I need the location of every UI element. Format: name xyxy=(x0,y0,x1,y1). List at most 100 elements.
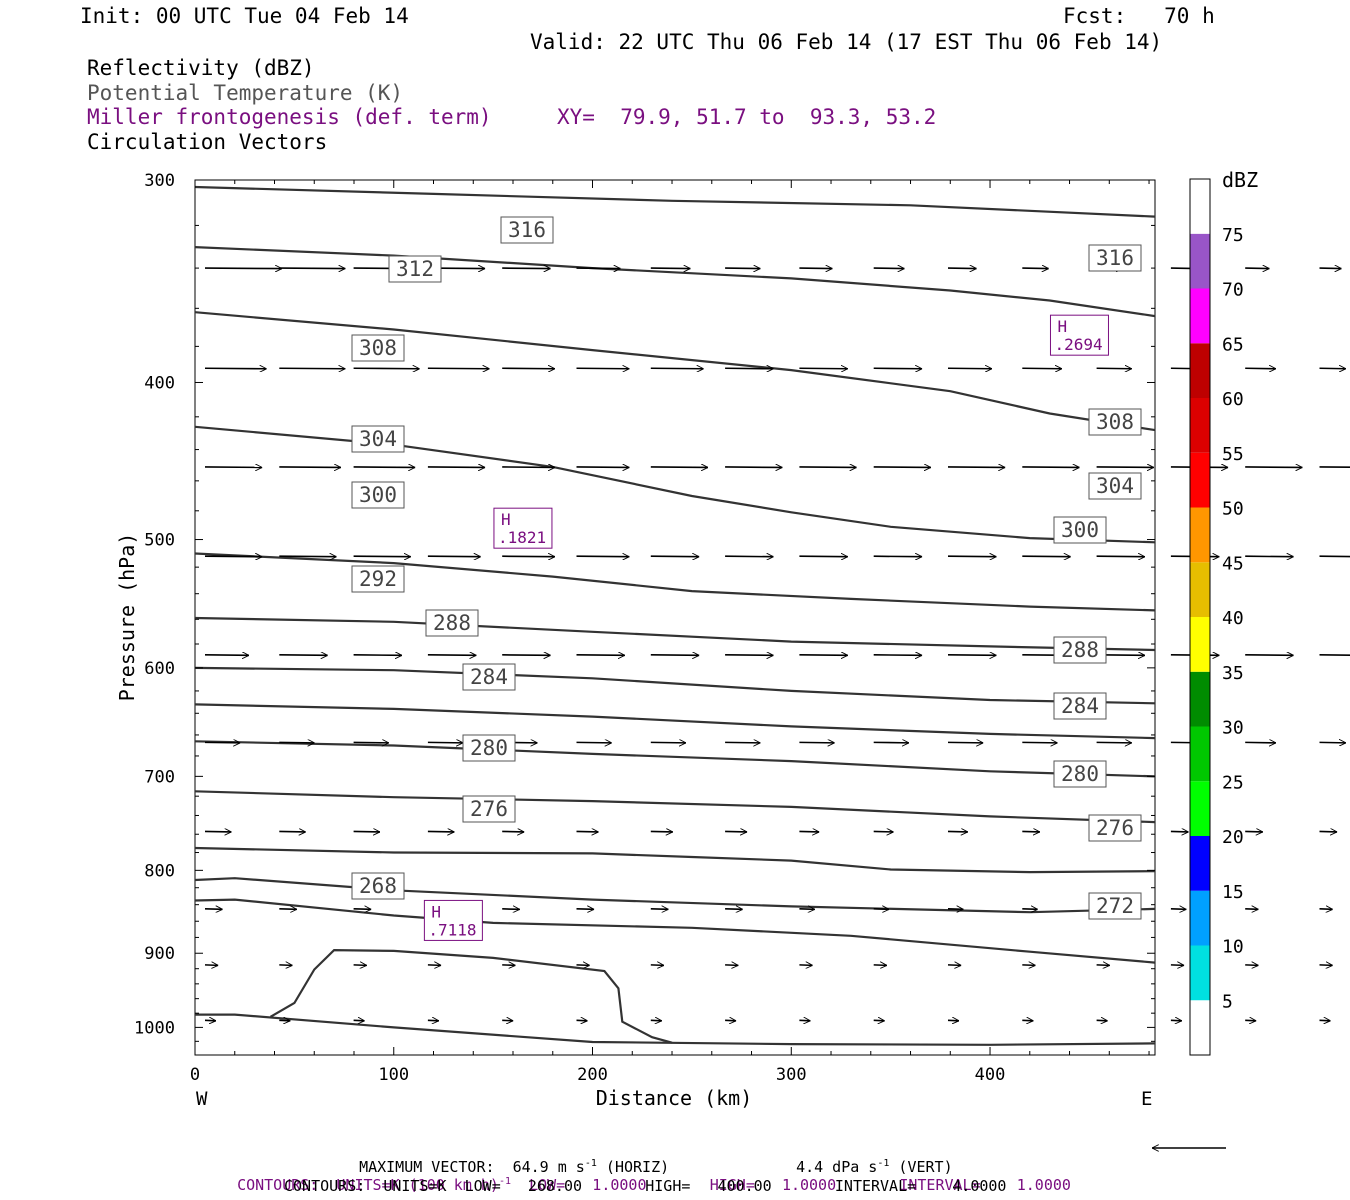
circulation-vector xyxy=(353,368,420,369)
circulation-vector xyxy=(873,268,905,269)
circulation-vector xyxy=(576,831,599,832)
colorbar-label: 30 xyxy=(1222,718,1244,739)
theta-contour-304 xyxy=(194,552,1156,612)
contour-label-box xyxy=(1053,636,1107,664)
circulation-vector xyxy=(947,965,961,966)
circulation-vector xyxy=(576,268,621,269)
circulation-vector xyxy=(873,368,922,369)
circulation-vector xyxy=(576,556,630,557)
colorbar-segment xyxy=(1190,179,1210,234)
contour-label-284: 284 xyxy=(1061,694,1099,718)
theta-contour-280 xyxy=(194,846,1156,874)
x-tick-label: 400 xyxy=(975,1065,1006,1085)
colorbar: 5 10 15 20 25 30 35 40 45 50 55 60 65 70 75 xyxy=(1189,178,1244,1056)
circulation-vector xyxy=(1022,831,1040,832)
colorbar-segment xyxy=(1190,726,1210,782)
y-tick-label: 700 xyxy=(144,767,175,787)
circulation-vector xyxy=(576,368,630,369)
frontogenesis-max-value: .7118 xyxy=(428,920,476,939)
contour-label-308: 308 xyxy=(359,336,397,360)
circulation-vector xyxy=(204,368,267,369)
circulation-vector xyxy=(873,1020,885,1021)
circulation-vector xyxy=(1245,909,1258,910)
circulation-vector xyxy=(1245,556,1293,557)
colorbar-segment xyxy=(1190,288,1210,344)
colorbar-segment xyxy=(1190,781,1210,836)
contour-label-288: 288 xyxy=(1061,638,1099,662)
circulation-vector xyxy=(502,831,524,832)
circulation-vector xyxy=(576,965,590,966)
vert-vector-text: 4.4 dPa s-1 (VERT) xyxy=(796,1158,953,1176)
theta-contour-272 xyxy=(194,898,1156,964)
circulation-vector xyxy=(1319,268,1342,269)
contour-label-312: 312 xyxy=(396,257,434,281)
colorbar-segment xyxy=(1190,836,1210,891)
frontogenesis-max-value: .2694 xyxy=(1054,335,1102,354)
contour-label-box xyxy=(351,425,405,453)
circulation-vector xyxy=(725,831,747,832)
field-reflectivity: Reflectivity (dBZ) xyxy=(87,56,315,80)
circulation-vector xyxy=(725,742,760,743)
colorbar-frame xyxy=(1189,178,1211,1056)
contour-label-box xyxy=(462,663,516,691)
circulation-vector xyxy=(1096,368,1132,369)
x-tick-label: 300 xyxy=(776,1065,807,1085)
colorbar-label: 40 xyxy=(1222,608,1244,629)
circulation-vector xyxy=(1319,368,1346,369)
circulation-vector xyxy=(1170,1020,1182,1021)
plot-frame xyxy=(194,179,1156,1056)
circulation-vector xyxy=(279,1020,290,1021)
circulation-vector xyxy=(204,556,262,557)
colorbar-segment xyxy=(1190,671,1210,727)
circulation-vector xyxy=(279,655,327,656)
colorbar-segment xyxy=(1190,562,1210,617)
circulation-vector xyxy=(873,831,894,832)
circulation-vector xyxy=(873,965,887,966)
circulation-vector xyxy=(799,368,847,369)
circulation-vector xyxy=(650,909,669,910)
circulation-vector xyxy=(1022,1020,1033,1021)
circulation-vector xyxy=(799,909,814,910)
theta-contour-296 xyxy=(194,666,1156,705)
circulation-vector xyxy=(1170,831,1189,832)
circulation-vector xyxy=(799,831,819,832)
circulation-vector xyxy=(650,965,664,966)
colorbar-label: 5 xyxy=(1222,991,1233,1012)
frontogenesis-max-value: .1821 xyxy=(498,528,546,547)
circulation-vector xyxy=(1245,268,1269,269)
circulation-vector xyxy=(1245,1020,1256,1021)
contour-label-box xyxy=(1053,760,1107,788)
circulation-vector xyxy=(650,467,708,468)
y-tick-label: 1000 xyxy=(134,1018,175,1038)
circulation-vector xyxy=(947,655,996,656)
contour-label-276: 276 xyxy=(1096,816,1134,840)
frontogenesis-max-label: H xyxy=(501,510,511,529)
frontogenesis-max-box xyxy=(1049,314,1109,356)
circulation-vector xyxy=(353,831,380,832)
circulation-vector xyxy=(1022,742,1057,743)
circulation-vector xyxy=(502,368,555,369)
x-end-right: E xyxy=(1141,1088,1152,1110)
circulation-vector xyxy=(947,742,983,743)
colorbar-label: 50 xyxy=(1222,499,1244,520)
circulation-vector xyxy=(650,268,691,269)
theta-contour-288 xyxy=(194,740,1156,778)
valid-time: Valid: 22 UTC Thu 06 Feb 14 (17 EST Thu … xyxy=(530,30,1163,54)
circulation-vector xyxy=(427,742,463,743)
circulation-vector xyxy=(1022,368,1062,369)
circulation-vector xyxy=(947,1020,959,1021)
y-tick-label: 800 xyxy=(144,861,175,881)
circulation-vector xyxy=(353,965,367,966)
y-axis-label: Pressure (hPa) xyxy=(115,533,139,702)
x-tick-label: 0 xyxy=(190,1065,200,1085)
circulation-vector xyxy=(1170,965,1184,966)
circulation-vector xyxy=(799,268,832,269)
circulation-vector xyxy=(947,368,992,369)
circulation-vector xyxy=(353,909,372,910)
circulation-vector xyxy=(502,909,520,910)
circulation-vector xyxy=(279,742,314,743)
circulation-vector xyxy=(576,742,612,743)
circulation-vector xyxy=(947,909,963,910)
circulation-vector xyxy=(279,831,305,832)
contour-label-box xyxy=(1088,892,1142,920)
